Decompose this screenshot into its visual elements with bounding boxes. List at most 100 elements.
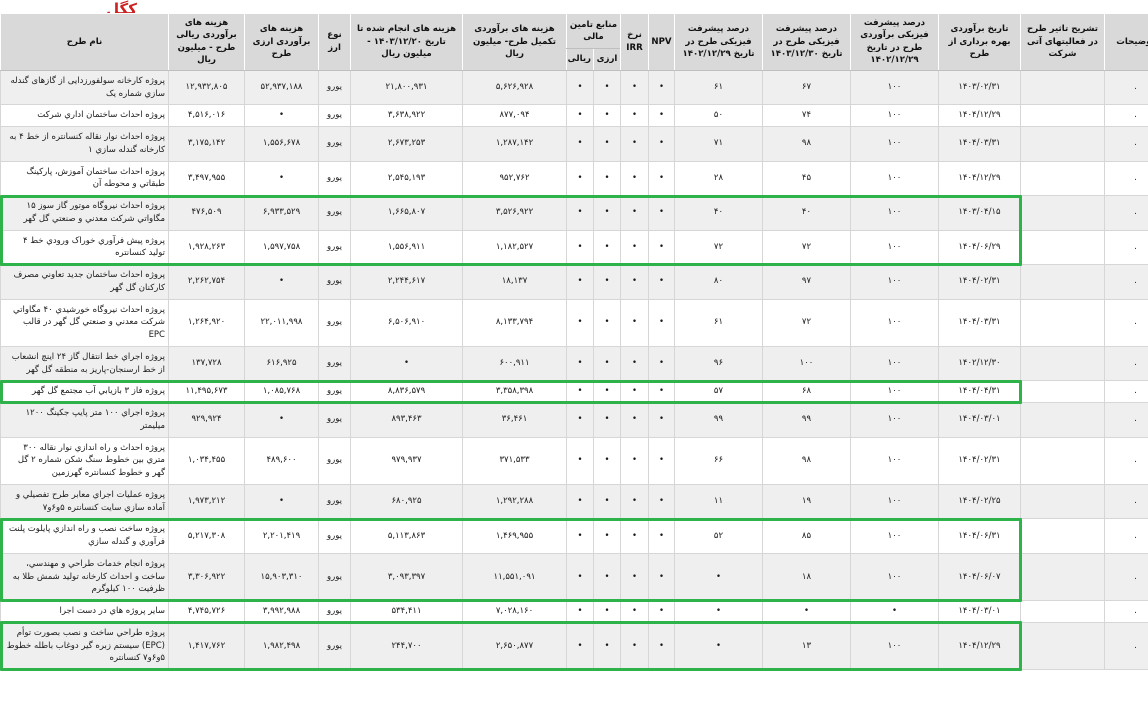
cell-impact xyxy=(934,265,1018,300)
col-header-cost-complete[interactable]: هزینه های برآوردی تکمیل طرح- میلیون ریال xyxy=(376,14,480,71)
col-header-exploit-date[interactable]: تاریخ برآوردی بهره برداری از طرح xyxy=(852,14,934,71)
table-row[interactable]: . ۱۴۰۴/۰۲/۲۵ ۱۰۰ ۱۹ ۱۱ • • • • ۱,۲۹۲,۲۸۸ ۶۸۰,۹۲۵ یو… xyxy=(0,484,1080,519)
cell-npv: • xyxy=(562,622,588,669)
cell-pct-1403: ۱۳ xyxy=(676,622,764,669)
cell-finance-rial: • xyxy=(480,127,507,162)
table-row[interactable]: . ۱۴۰۴/۰۳/۳۱ ۱۰۰ ۹۸ ۷۱ • • • • ۱,۲۸۷,۱۴۲ ۲,۶۷۳,۲۵۳… xyxy=(0,127,1080,162)
cell-finance-fx: • xyxy=(507,381,534,403)
cell-pct-1403: ۹۸ xyxy=(676,127,764,162)
cell-pct-1402: ۹۶ xyxy=(588,346,676,381)
cell-rial-estimate: ۱,۲۶۴,۹۲۰ xyxy=(82,299,158,346)
cell-rial-estimate: ۱,۰۳۴,۴۵۵ xyxy=(82,437,158,484)
col-header-currency-type[interactable]: نوع ارز xyxy=(232,14,264,71)
table-row[interactable]: . ۱۴۰۲/۱۲/۳۰ ۱۰۰ ۱۰۰ ۹۶ • • • • ۶۰۰,۹۱۱ • یورو ۶۱۶,۹… xyxy=(0,346,1080,381)
col-header-pct-estimated[interactable]: درصد پیشرفت فیزیکی برآوردی طرح در تاریخ … xyxy=(764,14,852,71)
cell-cost-complete: ۱۱,۵۵۱,۰۹۱ xyxy=(376,553,480,600)
table-row[interactable]: . ۱۴۰۴/۰۳/۰۱ ۱۰۰ ۹۹ ۹۹ • • • • ۳۶,۴۶۱ ۸۹۳,۴۶۳ یورو •… xyxy=(0,403,1080,438)
cell-exploit-date: ۱۴۰۴/۰۶/۲۹ xyxy=(852,230,934,265)
cell-pct-1403: • xyxy=(676,601,764,623)
cell-finance-fx: • xyxy=(507,484,534,519)
cell-irr: • xyxy=(534,161,562,196)
cell-cost-done: ۲,۶۷۳,۲۵۳ xyxy=(264,127,376,162)
table-row[interactable]: . ۱۴۰۳/۰۴/۱۵ ۱۰۰ ۴۰ ۴۰ • • • • ۳,۵۲۶,۹۲۲ ۱,۶۶۵,۸۰۷… xyxy=(0,196,1080,231)
col-header-npv[interactable]: NPV xyxy=(562,14,588,71)
cell-finance-fx: • xyxy=(507,437,534,484)
col-header-irr[interactable]: نرخ IRR xyxy=(534,14,562,71)
table-row[interactable]: . ۱۴۰۴/۱۲/۲۹ ۱۰۰ ۷۴ ۵۰ • • • • ۸۷۷,۰۹۴ ۳,۶۳۸,۹۲۲ یو… xyxy=(0,105,1080,127)
cell-npv: • xyxy=(562,601,588,623)
cell-finance-rial: • xyxy=(480,196,507,231)
cell-impact xyxy=(934,299,1018,346)
cell-pct-1402: ۵۲ xyxy=(588,519,676,554)
cell-cost-done: • xyxy=(264,346,376,381)
table-row[interactable]: . ۱۴۰۴/۱۲/۲۹ ۱۰۰ ۴۵ ۲۸ • • • • ۹۵۲,۷۶۲ ۲,۵۴۵,۱۹۳ یو… xyxy=(0,161,1080,196)
col-header-pct-1403[interactable]: درصد پیشرفت فیزیکی طرح در تاریخ ۱۴۰۳/۱۲/… xyxy=(676,14,764,71)
cell-finance-rial: • xyxy=(480,437,507,484)
cell-pct-1402: ۷۲ xyxy=(588,230,676,265)
cell-pct-estimated: ۱۰۰ xyxy=(764,127,852,162)
cell-finance-fx: • xyxy=(507,265,534,300)
cell-irr: • xyxy=(534,437,562,484)
cell-irr: • xyxy=(534,346,562,381)
cell-impact xyxy=(934,553,1018,600)
cell-impact xyxy=(934,105,1018,127)
cell-cost-complete: ۸۷۷,۰۹۴ xyxy=(376,105,480,127)
projects-table-container: توضیحات تشریح تاثیر طرح در فعالیتهای آتی… xyxy=(24,13,1080,670)
cell-pct-estimated: ۱۰۰ xyxy=(764,105,852,127)
cell-cost-complete: ۳۶,۴۶۱ xyxy=(376,403,480,438)
cell-exploit-date: ۱۴۰۴/۰۳/۳۱ xyxy=(852,127,934,162)
table-row[interactable]: . ۱۴۰۴/۰۲/۳۱ ۱۰۰ ۹۸ ۶۶ • • • • ۳۷۱,۵۳۳ ۹۷۹,۹۳۷ یورو… xyxy=(0,437,1080,484)
col-header-descriptions[interactable]: توضیحات xyxy=(1018,14,1080,71)
table-row[interactable]: . ۱۴۰۴/۰۶/۲۹ ۱۰۰ ۷۲ ۷۲ • • • • ۱,۱۸۲,۵۲۷ ۱,۵۵۶,۹۱۱… xyxy=(0,230,1080,265)
cell-exploit-date: ۱۴۰۴/۰۳/۰۱ xyxy=(852,601,934,623)
cell-cost-done: ۱,۶۶۵,۸۰۷ xyxy=(264,196,376,231)
table-row[interactable]: . ۱۴۰۴/۰۴/۳۱ ۱۰۰ ۶۸ ۵۷ • • • • ۳,۳۵۸,۳۹۸ ۸,۸۳۶,۵۷۹… xyxy=(0,381,1080,403)
table-row[interactable]: . ۱۴۰۴/۰۲/۳۱ ۱۰۰ ۹۷ ۸۰ • • • • ۱۸,۱۳۷ ۲,۲۴۴,۶۱۷ یور… xyxy=(0,265,1080,300)
col-header-impact[interactable]: تشریح تاثیر طرح در فعالیتهای آتی شرکت xyxy=(934,14,1018,71)
cell-descriptions: . xyxy=(1018,299,1080,346)
cell-rial-estimate: ۴۷۶,۵۰۹ xyxy=(82,196,158,231)
cell-irr: • xyxy=(534,230,562,265)
table-row[interactable]: . ۱۴۰۴/۰۶/۳۱ ۱۰۰ ۸۵ ۵۲ • • • • ۱,۴۶۹,۹۵۵ ۵,۱۱۳,۸۶۳… xyxy=(0,519,1080,554)
cell-cost-complete: ۱,۲۸۷,۱۴۲ xyxy=(376,127,480,162)
cell-currency-type: یورو xyxy=(232,601,264,623)
cell-npv: • xyxy=(562,346,588,381)
cell-finance-rial: • xyxy=(480,105,507,127)
cell-cost-complete: ۳,۵۲۶,۹۲۲ xyxy=(376,196,480,231)
col-header-finance-fx[interactable]: ارزی xyxy=(507,49,534,71)
table-row[interactable]: . ۱۴۰۴/۰۳/۰۱ • • • • • • • ۷,۰۲۸,۱۶۰ ۵۳۴,۴۱۱ یورو ۳,… xyxy=(0,601,1080,623)
table-row[interactable]: . ۱۴۰۳/۰۲/۳۱ ۱۰۰ ۶۷ ۶۱ • • • • ۵,۶۲۶,۹۲۸ ۲۱,۸۰۰,۹۳… xyxy=(0,70,1080,105)
cell-pct-1402: ۱۱ xyxy=(588,484,676,519)
col-header-finance[interactable]: منابع تامین مالی xyxy=(480,14,534,49)
cell-pct-estimated: ۱۰۰ xyxy=(764,437,852,484)
table-row[interactable]: . ۱۴۰۴/۰۶/۰۷ ۱۰۰ ۱۸ • • • • • ۱۱,۵۵۱,۰۹۱ ۳,۰۹۳,۳۹۷… xyxy=(0,553,1080,600)
col-header-rial-estimate[interactable]: هزینه های برآوردی ریالی طرح - میلیون ریا… xyxy=(82,14,158,71)
cell-pct-1402: ۵۰ xyxy=(588,105,676,127)
col-header-fx-estimate[interactable]: هزینه های برآوردی ارزی طرح xyxy=(158,14,232,71)
cell-npv: • xyxy=(562,437,588,484)
cell-currency-type: یورو xyxy=(232,622,264,669)
cell-exploit-date: ۱۴۰۴/۰۶/۳۱ xyxy=(852,519,934,554)
cell-descriptions: . xyxy=(1018,346,1080,381)
cell-fx-estimate: ۶,۹۳۳,۵۲۹ xyxy=(158,196,232,231)
table-row[interactable]: . ۱۴۰۴/۱۲/۲۹ ۱۰۰ ۱۳ • • • • • ۲,۶۵۰,۸۷۷ ۲۴۴,۷۰۰ یور… xyxy=(0,622,1080,669)
cell-project-name: پروژه اجراي ۱۰۰ متر پایپ جکینگ ۱۲۰۰ میلی… xyxy=(0,403,82,438)
cell-impact xyxy=(934,346,1018,381)
cell-project-name: پروژه احداث نیروگاه موتور گاز سوز ۱۵ مگا… xyxy=(0,196,82,231)
cell-cost-done: ۲۴۴,۷۰۰ xyxy=(264,622,376,669)
cell-currency-type: یورو xyxy=(232,299,264,346)
cell-project-name: پروژه ساخت نصب و راه اندازي پایلوت پلنت … xyxy=(0,519,82,554)
cell-fx-estimate: ۴۸۹,۶۰۰ xyxy=(158,437,232,484)
col-header-pct-1402[interactable]: درصد پیشرفت فیزیکی طرح در تاریخ ۱۴۰۲/۱۲/… xyxy=(588,14,676,71)
cell-project-name: پروژه فاز ۳ بازیابي آب مجتمع گل گهر xyxy=(0,381,82,403)
cell-pct-1403: ۶۸ xyxy=(676,381,764,403)
cell-pct-1402: ۶۶ xyxy=(588,437,676,484)
col-header-cost-done[interactable]: هزینه های انجام شده تا تاریخ ۱۴۰۳/۱۲/۲۰ … xyxy=(264,14,376,71)
cell-fx-estimate: • xyxy=(158,265,232,300)
col-header-finance-rial[interactable]: ریالی xyxy=(480,49,507,71)
cell-fx-estimate: • xyxy=(158,161,232,196)
table-row[interactable]: . ۱۴۰۴/۰۳/۳۱ ۱۰۰ ۷۲ ۶۱ • • • • ۸,۱۳۳,۷۹۴ ۶,۵۰۶,۹۱۰… xyxy=(0,299,1080,346)
cell-project-name: پروژه انجام خدمات طراحي و مهندسي، ساخت و… xyxy=(0,553,82,600)
col-header-project-name[interactable]: نام طرح xyxy=(0,14,82,71)
cell-cost-done: ۸,۸۳۶,۵۷۹ xyxy=(264,381,376,403)
